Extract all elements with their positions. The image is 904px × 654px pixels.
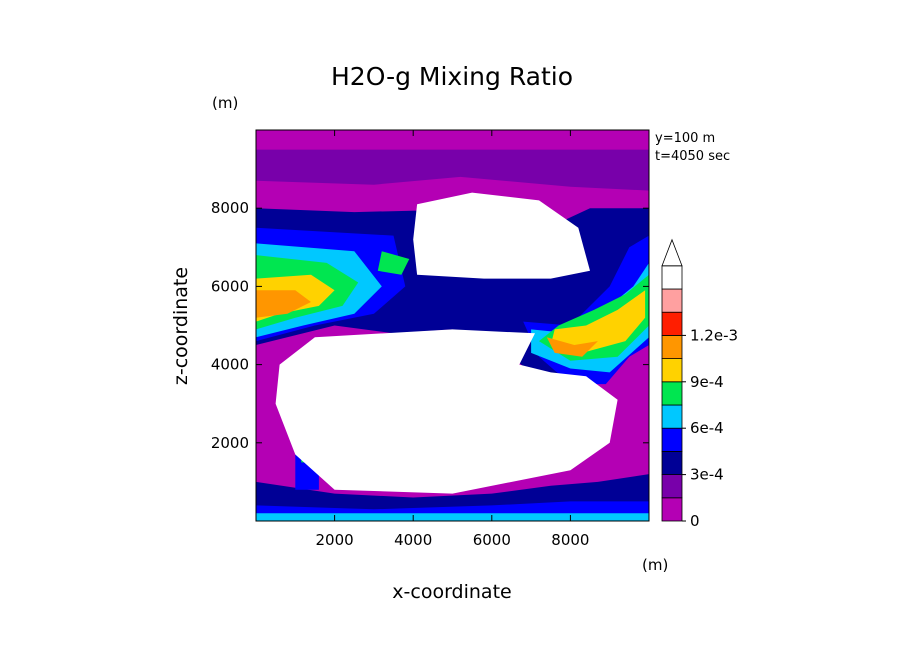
contour-region-21 xyxy=(275,329,618,494)
y-unit-label: (m) xyxy=(212,94,238,112)
colorbar-swatch xyxy=(661,474,683,499)
chart-title: H2O-g Mixing Ratio xyxy=(331,62,573,91)
colorbar-swatch xyxy=(661,334,683,359)
colorbar-swatch xyxy=(661,288,683,313)
y-axis-label: z-coordinate xyxy=(170,267,192,385)
y-tick-label: 4000 xyxy=(211,356,249,374)
annotation-t: t=4050 sec xyxy=(655,149,730,164)
colorbar-tick-label: 3e-4 xyxy=(690,466,724,484)
contour-region-12 xyxy=(546,337,598,357)
contour-region-20 xyxy=(413,192,590,279)
colorbar-swatch xyxy=(661,381,683,406)
colorbar-swatch xyxy=(661,404,683,429)
colorbar-swatch xyxy=(661,358,683,383)
y-tick-label: 8000 xyxy=(211,199,249,217)
contour-region-11 xyxy=(256,290,311,318)
x-tick-label: 2000 xyxy=(316,531,354,549)
x-tick-label: 8000 xyxy=(551,531,589,549)
contour-region-10 xyxy=(550,290,646,353)
colorbar-tick-label: 6e-4 xyxy=(690,419,724,437)
colorbar-swatch xyxy=(661,497,683,522)
contour-region-7 xyxy=(377,251,410,275)
colorbar: 0 3e-4 6e-4 9e-4 1.2e-3 xyxy=(661,238,738,530)
axes: 2000 4000 6000 8000 2000 4000 6000 8000 xyxy=(211,130,649,549)
contour-region-15 xyxy=(256,513,649,521)
colorbar-swatch xyxy=(661,427,683,452)
y-tick-label: 6000 xyxy=(211,277,249,295)
x-tick-label: 4000 xyxy=(394,531,432,549)
colorbar-swatch xyxy=(661,265,683,290)
y-tick-label: 2000 xyxy=(211,434,249,452)
x-unit-label: (m) xyxy=(642,556,668,574)
contour-regions xyxy=(256,149,649,521)
colorbar-tick-label: 9e-4 xyxy=(690,373,724,391)
x-axis-label: x-coordinate xyxy=(392,581,511,603)
annotation-y: y=100 m xyxy=(655,131,715,146)
colorbar-top-arrow xyxy=(661,238,683,267)
colorbar-swatch xyxy=(661,311,683,336)
colorbar-tick-label: 0 xyxy=(690,512,700,530)
contour-region-0 xyxy=(256,149,649,191)
colorbar-swatch xyxy=(661,450,683,475)
plot-frame xyxy=(255,129,650,522)
x-tick-label: 6000 xyxy=(473,531,511,549)
colorbar-tick-label: 1.2e-3 xyxy=(690,326,738,344)
